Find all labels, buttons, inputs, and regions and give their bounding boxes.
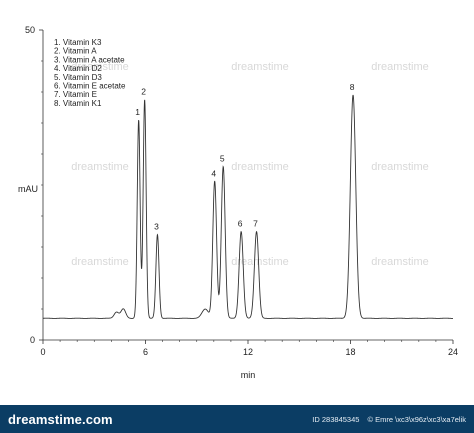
x-tick-label: 18 [345,347,355,357]
footer-logo: dreamstime.com [8,411,113,427]
chromatogram-chart: dreamstime dreamstime dreamstime dreamstime… [18,25,458,380]
watermark-text: dreamstime [71,161,128,173]
x-tick-label: 6 [143,347,148,357]
chromatogram-trace [42,94,453,319]
watermark-text: dreamstime [231,256,288,268]
y-tick-label: 50 [25,25,35,35]
footer-bar: dreamstime.com ID 283845345 © Emre \xc3\… [0,405,474,433]
peak-label: 5 [220,153,225,163]
chart-svg: dreamstime dreamstime dreamstime dreamstime… [18,25,458,380]
legend-entry: 6. Vitamin E acetate [54,82,126,91]
watermark-text: dreamstime [231,161,288,173]
footer-meta: ID 283845345 © Emre \xc3\x96z\xc3\xa7eli… [306,415,466,424]
watermark-text: dreamstime [71,61,128,73]
peak-label: 1 [135,107,140,117]
watermark-text: dreamstime [371,61,428,73]
peak-label: 4 [211,168,216,178]
peak-label: 8 [350,82,355,92]
watermark-text: dreamstime [371,161,428,173]
peak-label: 6 [238,219,243,229]
watermark-text: dreamstime [71,256,128,268]
peak-label: 2 [141,86,146,96]
peak-label: 7 [253,219,258,229]
legend-entry: 7. Vitamin E [54,90,97,99]
watermark-text: dreamstime [371,256,428,268]
watermark-text: dreamstime [231,61,288,73]
x-axis-label: min [241,370,256,380]
legend-entry: 1. Vitamin K3 [54,38,102,47]
image-author: © Emre \xc3\x96z\xc3\xa7elik [367,414,466,424]
legend-entry: 8. Vitamin K1 [54,99,102,108]
x-tick-label: 0 [40,347,45,357]
y-axis-label: mAU [18,184,38,194]
peak-label: 3 [154,222,159,232]
legend-entry: 3. Vitamin A acetate [54,55,125,64]
x-tick-label: 12 [243,347,253,357]
legend-entry: 5. Vitamin D3 [54,73,102,82]
y-tick-label: 0 [30,335,35,345]
x-tick-label: 24 [448,347,458,357]
legend-entry: 2. Vitamin A [54,47,97,56]
image-id: ID 283845345 [312,414,360,424]
legend-entry: 4. Vitamin D2 [54,64,102,73]
